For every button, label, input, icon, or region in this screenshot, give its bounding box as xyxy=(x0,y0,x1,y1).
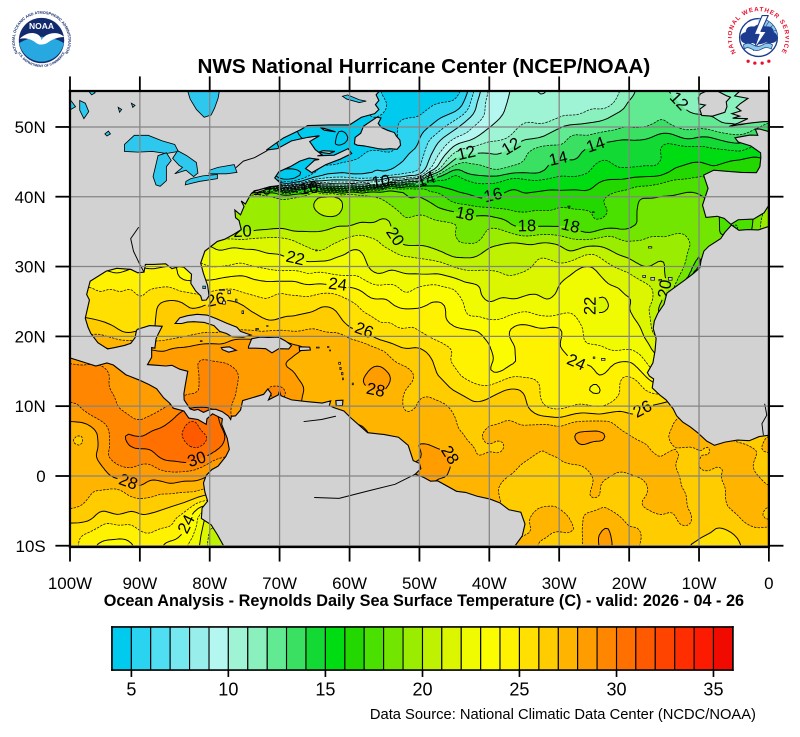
svg-text:30N: 30N xyxy=(15,258,46,277)
svg-text:12: 12 xyxy=(455,142,477,165)
svg-text:18: 18 xyxy=(518,216,537,235)
svg-text:0: 0 xyxy=(36,467,45,486)
svg-text:18: 18 xyxy=(559,214,581,237)
svg-text:Data Source: National Climatic: Data Source: National Climatic Data Cent… xyxy=(370,707,756,723)
svg-text:22: 22 xyxy=(581,297,600,316)
svg-text:80W: 80W xyxy=(192,574,227,593)
svg-text:40N: 40N xyxy=(15,188,46,207)
svg-text:Ocean Analysis - Reynolds Dail: Ocean Analysis - Reynolds Daily Sea Surf… xyxy=(104,592,744,610)
svg-text:70W: 70W xyxy=(262,574,297,593)
svg-text:16: 16 xyxy=(482,184,505,207)
svg-text:0: 0 xyxy=(764,574,773,593)
svg-text:14: 14 xyxy=(547,147,569,170)
svg-text:24: 24 xyxy=(327,274,348,295)
svg-text:20N: 20N xyxy=(15,328,46,347)
svg-text:35: 35 xyxy=(703,680,723,700)
svg-text:20W: 20W xyxy=(612,574,647,593)
svg-text:14: 14 xyxy=(584,133,608,157)
svg-text:100W: 100W xyxy=(48,574,92,593)
svg-text:28: 28 xyxy=(365,379,387,401)
svg-text:10: 10 xyxy=(218,680,238,700)
svg-text:30W: 30W xyxy=(542,574,577,593)
svg-text:10S: 10S xyxy=(16,537,46,556)
svg-text:60W: 60W xyxy=(332,574,367,593)
svg-text:10: 10 xyxy=(370,171,391,192)
svg-text:50W: 50W xyxy=(402,574,437,593)
svg-text:20: 20 xyxy=(412,680,432,700)
svg-text:18: 18 xyxy=(454,203,476,225)
svg-text:16: 16 xyxy=(299,177,320,198)
svg-text:30: 30 xyxy=(185,447,209,471)
svg-text:30: 30 xyxy=(606,680,626,700)
svg-text:5: 5 xyxy=(126,680,136,700)
svg-text:25: 25 xyxy=(509,680,529,700)
svg-text:15: 15 xyxy=(315,680,335,700)
svg-text:90W: 90W xyxy=(122,574,157,593)
svg-text:40W: 40W xyxy=(472,574,507,593)
svg-text:NOAA: NOAA xyxy=(29,21,54,31)
svg-text:22: 22 xyxy=(284,247,306,270)
svg-text:10N: 10N xyxy=(15,397,46,416)
svg-text:NWS National Hurricane Center: NWS National Hurricane Center (NCEP/NOAA… xyxy=(197,55,650,78)
svg-text:50N: 50N xyxy=(15,118,46,137)
svg-text:10W: 10W xyxy=(682,574,717,593)
